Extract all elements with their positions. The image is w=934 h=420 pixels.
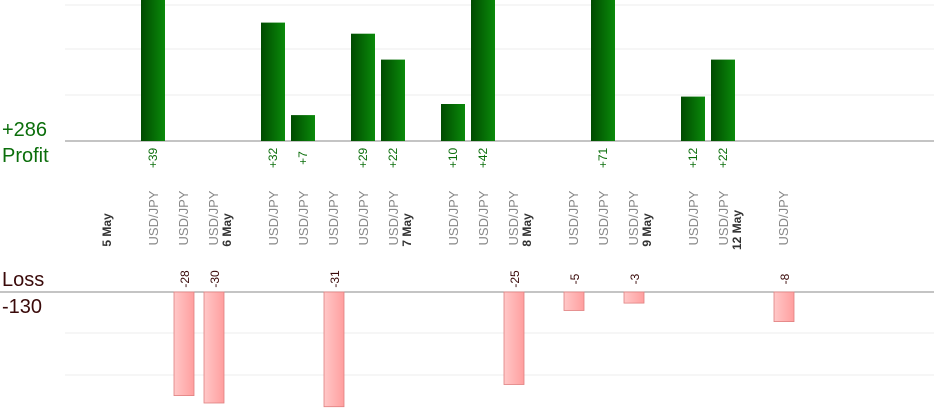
loss-bar [623,291,645,304]
profit-total: +286 [2,119,48,141]
profit-bar [441,104,465,141]
profit-value-label: +29 [356,147,370,168]
profit-value-label: +12 [686,147,700,168]
loss-value-label: -31 [328,270,342,288]
pair-label: USD/JPY [776,190,791,245]
loss-label: Loss [2,269,45,291]
pair-label: USD/JPY [596,190,611,245]
date-label: 8 May [520,213,534,247]
pair-label: USD/JPY [506,190,521,245]
pair-label: USD/JPY [626,190,641,245]
profit-bar [351,33,375,142]
pair-label: USD/JPY [326,190,341,245]
pair-label: USD/JPY [566,190,581,245]
profit-bar [381,59,405,141]
profit-bar [471,0,495,141]
profit-value-label: +39 [146,147,160,168]
profit-value-label: +7 [296,151,310,165]
date-label: 12 May [730,210,744,250]
profit-value-label: +22 [716,147,730,168]
pair-label: USD/JPY [206,190,221,245]
date-label: 9 May [640,213,654,247]
pair-label: USD/JPY [446,190,461,245]
loss-bar [173,291,195,396]
profit-label: Profit [2,145,49,167]
loss-bar [323,291,345,408]
profit-bar [141,0,165,141]
profit-bar [711,59,735,141]
loss-value-label: -8 [778,273,792,284]
profit-bar [261,22,285,142]
loss-value-label: -3 [628,273,642,284]
pair-label: USD/JPY [386,190,401,245]
pair-label: USD/JPY [176,190,191,245]
loss-bar [773,291,795,323]
loss-value-label: -28 [178,270,192,288]
pair-label: USD/JPY [476,190,491,245]
profit-bar [291,115,315,141]
loss-bar [563,291,585,311]
loss-total: -130 [2,296,43,318]
date-label: 5 May [100,213,114,247]
profit-bar [681,96,705,141]
pair-label: USD/JPY [356,190,371,245]
profit-value-label: +32 [266,147,280,168]
pair-label: USD/JPY [716,190,731,245]
loss-value-label: -30 [208,270,222,288]
pair-label: USD/JPY [146,190,161,245]
profit-value-label: +22 [386,147,400,168]
pair-label: USD/JPY [266,190,281,245]
profit-value-label: +42 [476,147,490,168]
pair-label: USD/JPY [686,190,701,245]
date-label: 7 May [400,213,414,247]
profit-value-label: +10 [446,147,460,168]
loss-value-label: -25 [508,270,522,288]
profit-value-label: +71 [596,147,610,168]
loss-value-label: -5 [568,273,582,284]
date-label: 6 May [220,213,234,247]
loss-bar [503,291,525,385]
loss-bar [203,291,225,404]
pair-label: USD/JPY [296,190,311,245]
profit-bar [591,0,615,141]
